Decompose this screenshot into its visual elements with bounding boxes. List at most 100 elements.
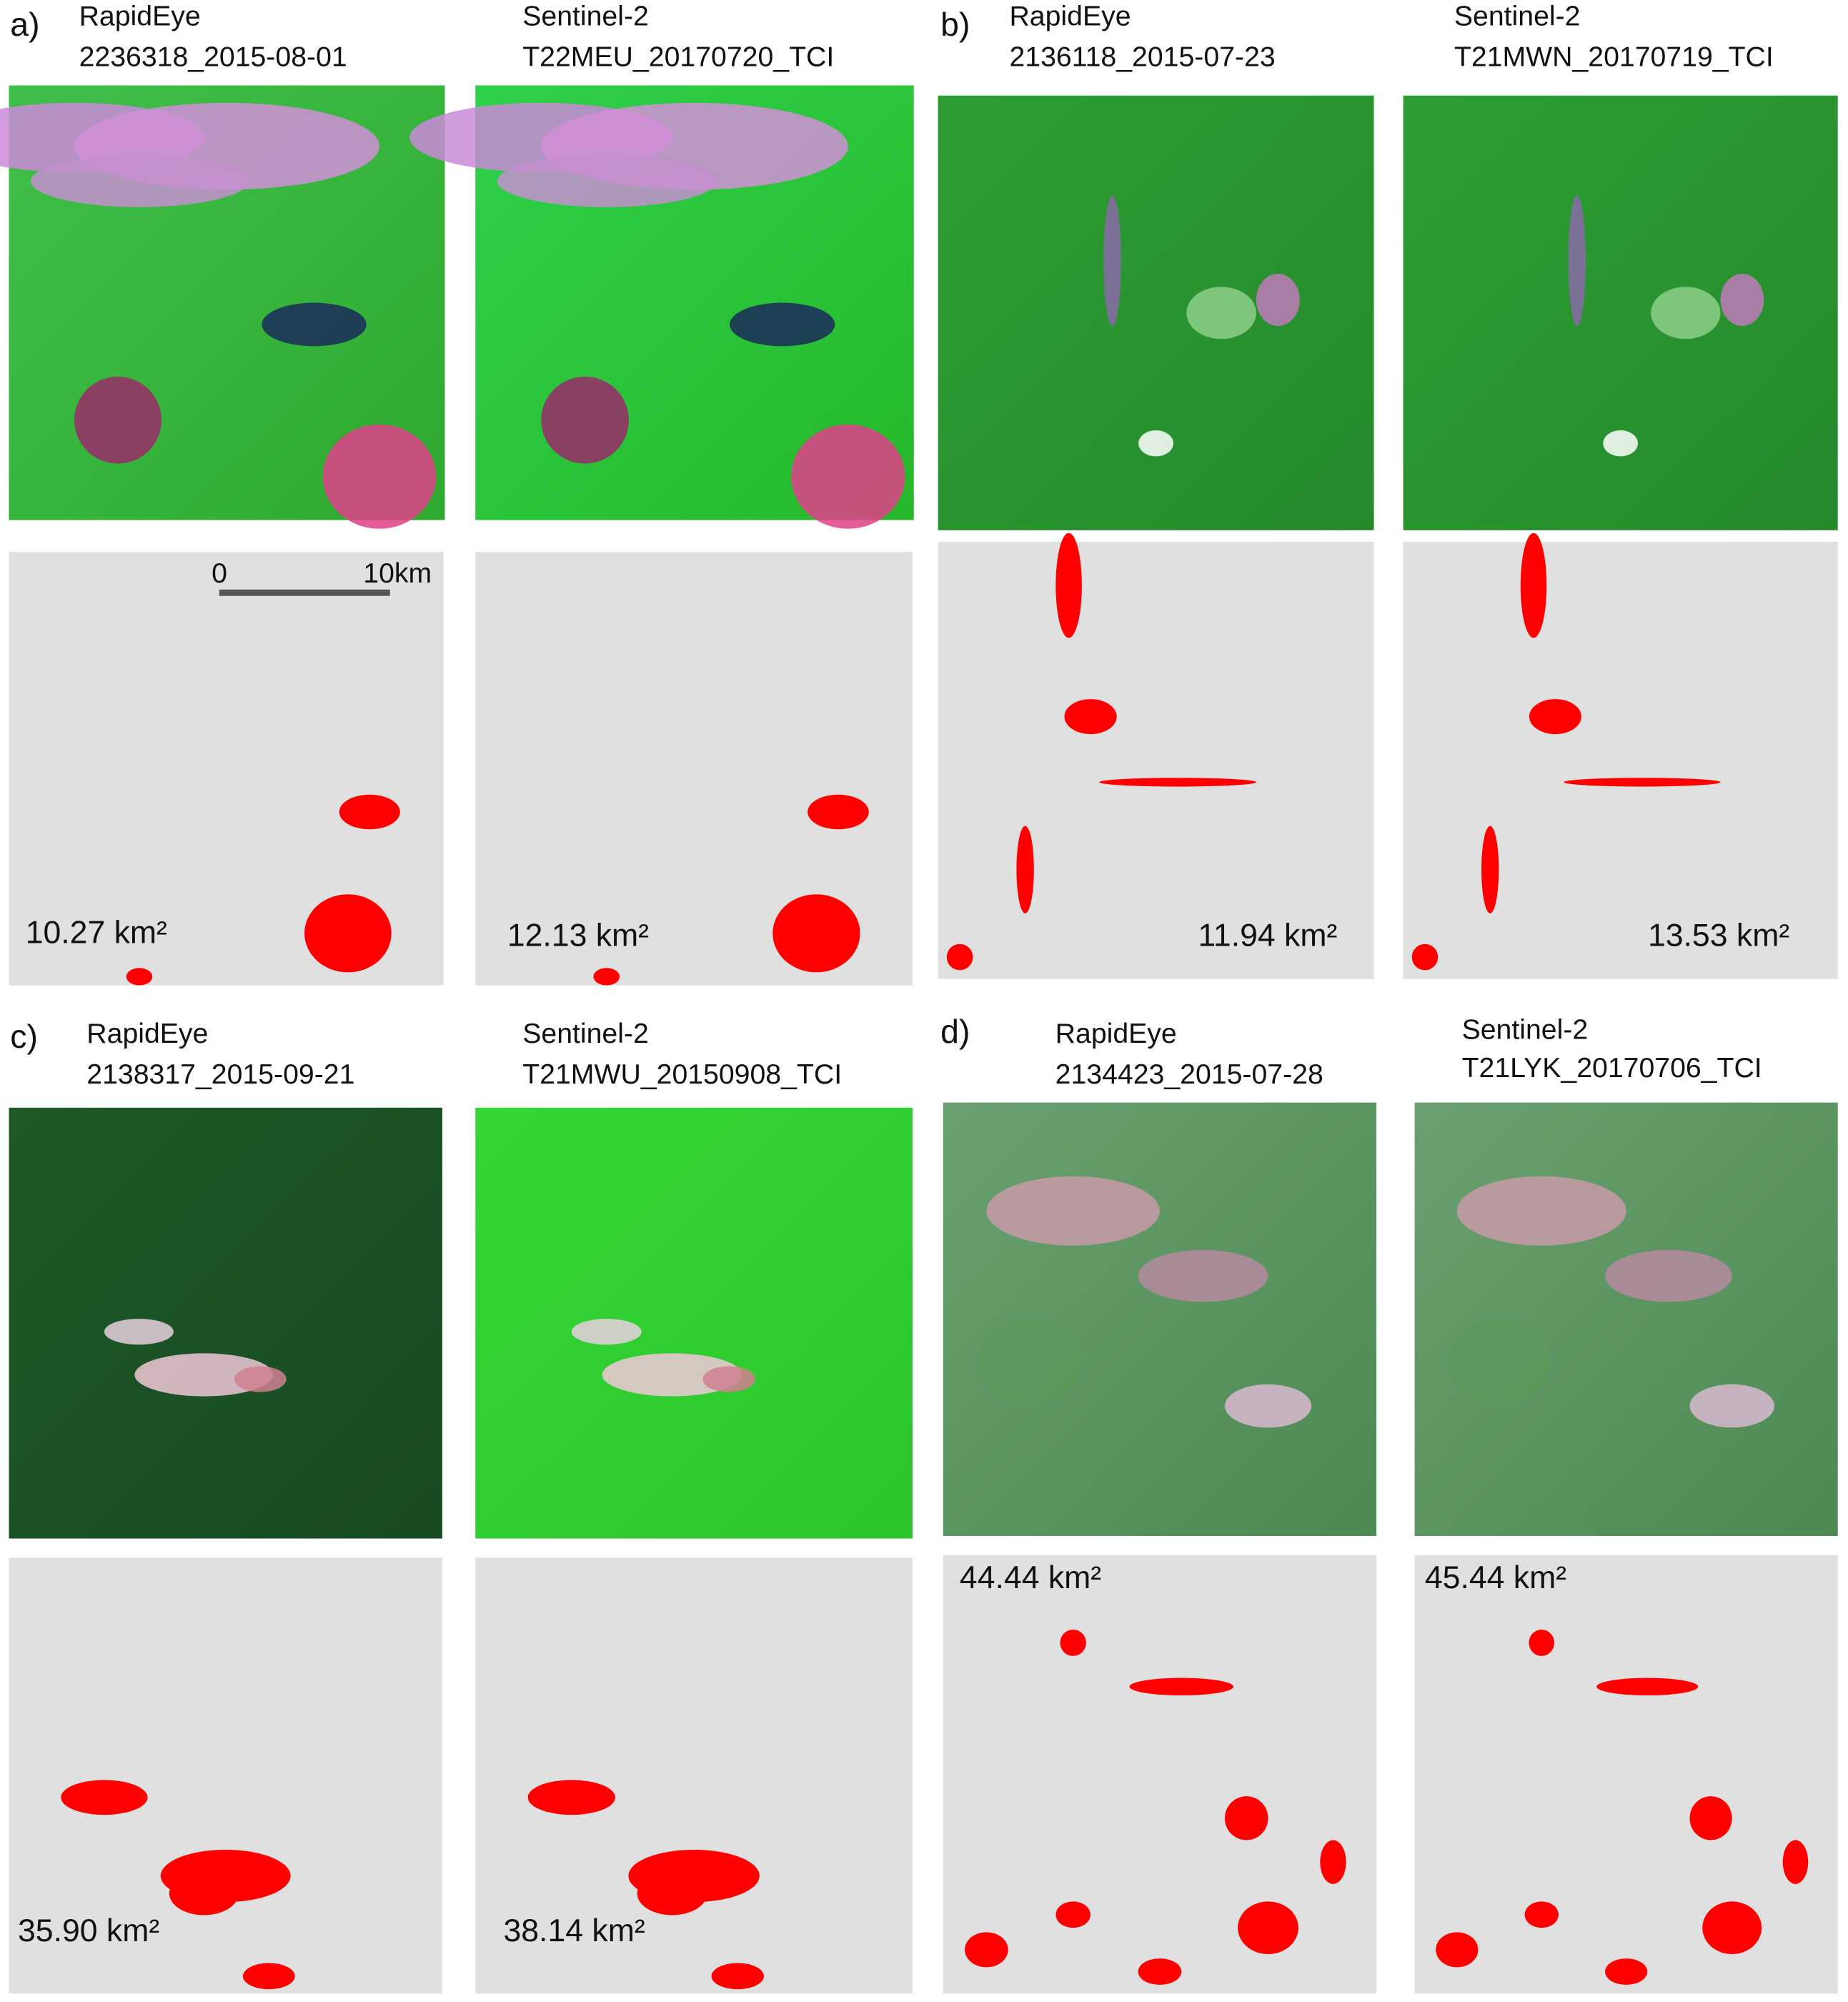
mask-feature bbox=[946, 943, 973, 971]
image-feature bbox=[1103, 195, 1121, 327]
satellite-image bbox=[938, 95, 1374, 530]
mask-feature bbox=[169, 1871, 239, 1916]
scale-start: 0 bbox=[212, 558, 227, 589]
image-feature bbox=[1605, 1249, 1732, 1302]
area-label: 13.53 km² bbox=[1648, 918, 1789, 953]
mask-feature bbox=[593, 968, 620, 986]
image-feature bbox=[1256, 274, 1300, 327]
image-feature bbox=[541, 376, 629, 464]
scene-id: 2136118_2015-07-23 bbox=[1009, 41, 1275, 73]
image-feature bbox=[702, 1366, 755, 1392]
mask-feature bbox=[1064, 699, 1117, 735]
mask-feature bbox=[1138, 1958, 1182, 1985]
mask-feature bbox=[1605, 1958, 1648, 1985]
panel-label: a) bbox=[10, 6, 39, 43]
mask-feature bbox=[965, 1932, 1008, 1968]
image-feature bbox=[730, 302, 835, 347]
image-feature bbox=[104, 1319, 174, 1345]
sensor-name: Sentinel-2 bbox=[522, 1, 649, 32]
mask-feature bbox=[1055, 1901, 1091, 1928]
image-feature bbox=[1186, 287, 1256, 340]
change-mask bbox=[938, 541, 1374, 979]
sensor-name: Sentinel-2 bbox=[1454, 1, 1581, 32]
mask-feature bbox=[1129, 1678, 1234, 1696]
image-feature bbox=[1720, 274, 1764, 327]
scene-id: 2138317_2015-09-21 bbox=[86, 1059, 354, 1090]
scale-end: 10km bbox=[363, 558, 432, 589]
image-feature bbox=[1138, 430, 1173, 457]
satellite-image bbox=[475, 1107, 913, 1539]
panel-label: d) bbox=[940, 1013, 970, 1050]
change-mask bbox=[9, 1557, 442, 1994]
mask-feature bbox=[1411, 943, 1439, 971]
mask-feature bbox=[1702, 1901, 1762, 1955]
mask-feature bbox=[1055, 532, 1082, 638]
satellite-image bbox=[1403, 95, 1838, 530]
change-mask bbox=[1414, 1555, 1838, 1994]
area-label: 44.44 km² bbox=[960, 1560, 1101, 1595]
sensor-name: RapidEye bbox=[1055, 1018, 1177, 1049]
mask-feature bbox=[1099, 778, 1256, 787]
scene-id: T21LYK_20170706_TCI bbox=[1462, 1052, 1762, 1084]
satellite-image bbox=[9, 1107, 442, 1539]
area-label: 11.94 km² bbox=[1198, 918, 1337, 953]
mask-feature bbox=[1520, 532, 1547, 638]
image-feature bbox=[1224, 1384, 1312, 1428]
mask-feature bbox=[1524, 1901, 1559, 1928]
image-feature bbox=[234, 1366, 287, 1392]
sensor-name: RapidEye bbox=[79, 1, 201, 32]
area-label: 45.44 km² bbox=[1425, 1560, 1566, 1595]
image-feature bbox=[790, 424, 905, 529]
satellite-image bbox=[943, 1102, 1377, 1536]
area-label: 12.13 km² bbox=[507, 918, 649, 953]
satellite-image bbox=[1414, 1102, 1838, 1536]
mask-feature bbox=[126, 968, 153, 986]
panel-label: c) bbox=[10, 1018, 38, 1055]
mask-feature bbox=[1060, 1630, 1086, 1656]
mask-feature bbox=[242, 1963, 295, 1990]
image-feature bbox=[571, 1319, 642, 1345]
mask-feature bbox=[527, 1780, 615, 1815]
mask-feature bbox=[304, 894, 392, 973]
mask-feature bbox=[1016, 826, 1034, 913]
mask-feature bbox=[711, 1963, 764, 1990]
image-feature bbox=[1138, 1249, 1268, 1302]
change-mask bbox=[1403, 541, 1838, 979]
image-feature bbox=[74, 376, 162, 464]
area-label: 38.14 km² bbox=[503, 1913, 645, 1948]
sensor-name: Sentinel-2 bbox=[522, 1018, 649, 1049]
area-label: 35.90 km² bbox=[18, 1913, 159, 1948]
image-feature bbox=[1448, 1319, 1551, 1407]
area-label: 10.27 km² bbox=[26, 916, 167, 951]
sensor-name: RapidEye bbox=[86, 1018, 208, 1049]
image-feature bbox=[262, 302, 367, 347]
mask-feature bbox=[1529, 699, 1581, 735]
image-feature bbox=[31, 154, 249, 207]
image-feature bbox=[322, 424, 437, 529]
mask-feature bbox=[1596, 1678, 1699, 1696]
mask-feature bbox=[773, 894, 860, 973]
scene-id: 2236318_2015-08-01 bbox=[79, 41, 347, 73]
change-mask bbox=[475, 1557, 913, 1994]
mask-feature bbox=[1689, 1796, 1732, 1840]
mask-feature bbox=[1238, 1901, 1298, 1955]
mask-feature bbox=[1564, 778, 1721, 787]
image-feature bbox=[1689, 1384, 1774, 1428]
mask-feature bbox=[339, 794, 400, 830]
mask-feature bbox=[61, 1780, 148, 1815]
mask-feature bbox=[1481, 826, 1499, 913]
mask-feature bbox=[808, 794, 869, 830]
scene-id: T21MWU_20150908_TCI bbox=[522, 1059, 842, 1090]
mask-feature bbox=[1320, 1840, 1346, 1884]
image-feature bbox=[1456, 1176, 1626, 1246]
panel-label: b) bbox=[940, 6, 970, 43]
image-feature bbox=[978, 1319, 1082, 1407]
scene-id: 2134423_2015-07-28 bbox=[1055, 1059, 1323, 1090]
change-mask bbox=[943, 1555, 1377, 1994]
image-feature bbox=[1603, 430, 1638, 457]
mask-feature bbox=[1529, 1630, 1554, 1656]
mask-feature bbox=[1782, 1840, 1809, 1884]
scene-id: T22MEU_20170720_TCI bbox=[522, 41, 834, 73]
image-feature bbox=[497, 154, 717, 207]
